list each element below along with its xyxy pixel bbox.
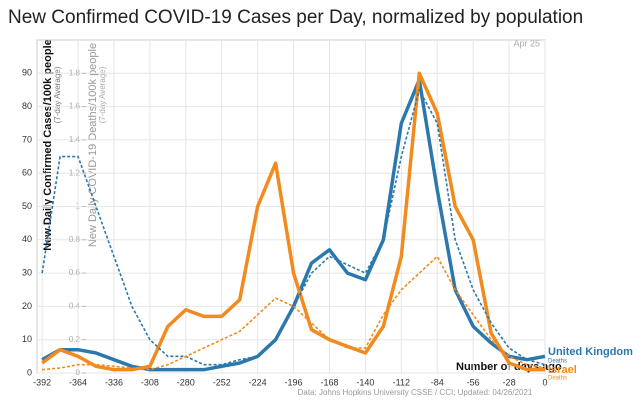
- y2-tick-label: 0.8: [69, 235, 81, 244]
- series-line: [41, 71, 545, 372]
- series-label: Deaths: [548, 359, 567, 365]
- y-tick-label: 0: [27, 367, 32, 377]
- y-tick-label: 90: [22, 68, 32, 78]
- y2-tick-label: 0.4: [69, 302, 81, 311]
- x-tick-label: -280: [177, 377, 195, 387]
- x-tick-label: -140: [356, 377, 374, 387]
- y-tick-label: 30: [22, 267, 32, 277]
- x-tick-label: -336: [105, 377, 123, 387]
- date-note: Apr 25: [513, 38, 540, 48]
- y-axis-title: New Daily Confirmed Cases/100k people: [42, 39, 54, 251]
- x-tick-label: -364: [69, 377, 87, 387]
- x-tick-label: -84: [431, 377, 444, 387]
- x-tick-label: -392: [33, 377, 51, 387]
- series-line: [42, 255, 546, 371]
- x-tick-label: -56: [467, 377, 480, 387]
- chart-title: New Confirmed COVID-19 Cases per Day, no…: [8, 7, 583, 28]
- y2-tick-label: 0.6: [69, 268, 81, 277]
- y-tick-label: 60: [22, 168, 32, 178]
- y-tick-label: 50: [22, 201, 32, 211]
- series-label: Israel: [548, 364, 577, 376]
- source-note: Data: Johns Hopkins University CSSE / CC…: [298, 388, 533, 397]
- x-tick-label: -224: [249, 377, 267, 387]
- y-tick-label: 70: [22, 134, 32, 144]
- y-tick-label: 10: [22, 334, 32, 344]
- y2-tick-label: 1.6: [69, 102, 81, 111]
- series-line: [41, 89, 546, 366]
- y-tick-label: 80: [22, 101, 32, 111]
- x-tick-label: -28: [503, 377, 516, 387]
- x-tick-label: -252: [213, 377, 231, 387]
- x-tick-label: -196: [285, 377, 303, 387]
- y2-tick-label: 1.4: [69, 135, 81, 144]
- y2-axis-title: New Daily COVID-19 Deaths/100k people: [87, 43, 99, 247]
- y2-tick-label: 1.2: [69, 168, 81, 177]
- x-tick-label: -308: [141, 377, 159, 387]
- series-label: United Kingdom: [548, 346, 633, 358]
- series-label: Deaths: [548, 376, 567, 382]
- y-tick-label: 40: [22, 234, 32, 244]
- y2-tick-label: 0.2: [69, 335, 81, 344]
- y2-axis-subtitle: (7-day Average): [98, 66, 107, 123]
- y-axis-subtitle: (7-day Average): [53, 66, 62, 123]
- y2-tick-label: 1.8: [69, 68, 81, 77]
- x-tick-label: -112: [393, 377, 410, 387]
- x-tick-label: 0: [542, 377, 547, 387]
- y-tick-label: 20: [22, 301, 32, 311]
- x-tick-label: -168: [320, 377, 338, 387]
